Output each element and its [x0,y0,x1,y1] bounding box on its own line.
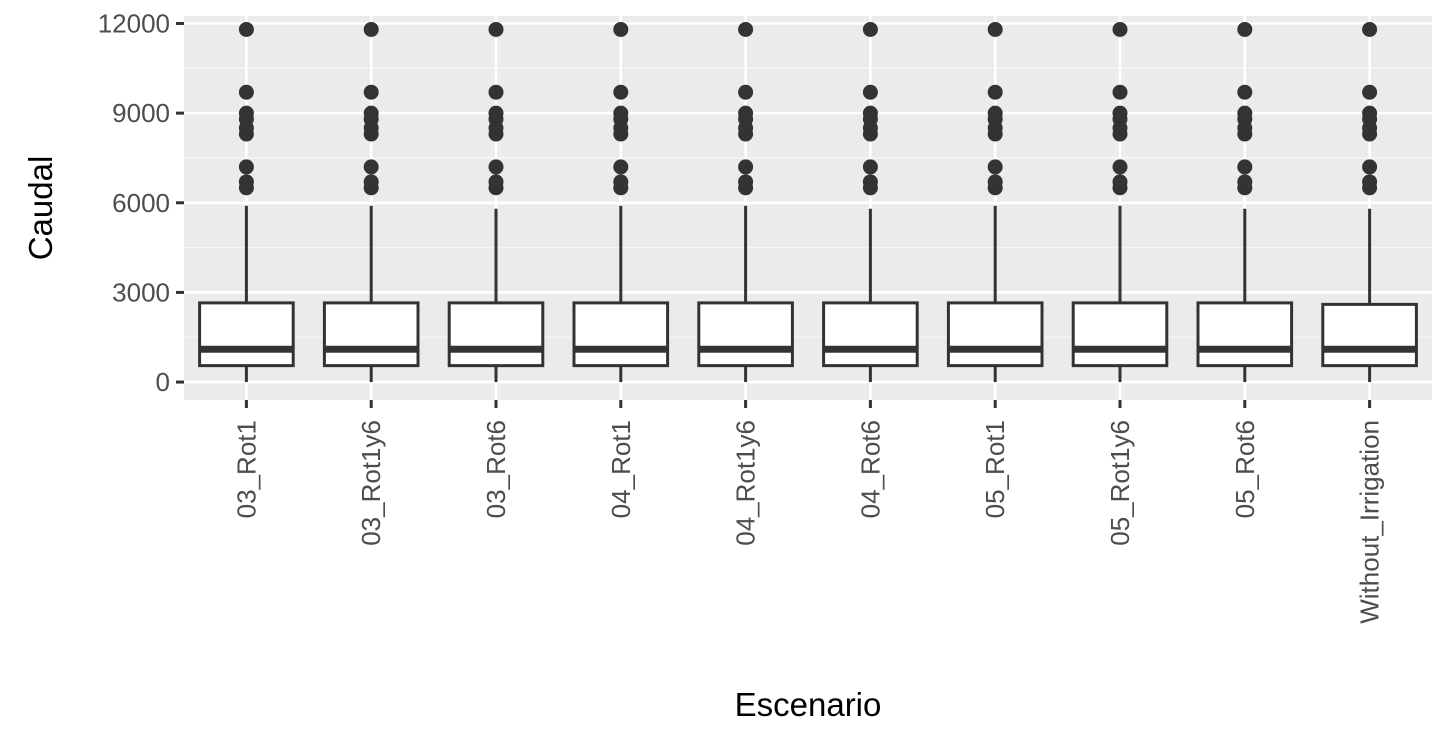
outlier-point [987,159,1003,175]
outlier-point [1362,21,1378,37]
outlier-point [738,174,754,190]
outlier-point [1237,84,1253,100]
box-04_Rot1y6 [697,21,794,383]
outlier-point [1362,105,1378,121]
box-iqr [447,301,545,368]
outlier-point [363,105,379,121]
y-tick-label: 6000 [112,188,170,218]
x-tick-label: 03_Rot1 [231,420,261,518]
x-tick-label: 03_Rot6 [481,420,511,518]
outlier-point [987,174,1003,190]
outlier-point [488,84,504,100]
outlier-point [363,84,379,100]
box-iqr [198,301,295,368]
x-tick-label: 05_Rot1 [980,420,1010,518]
outlier-point [1237,174,1253,190]
y-tick-label: 3000 [112,277,170,307]
outlier-point [1112,105,1128,121]
outlier-point [613,84,629,100]
outlier-point [1112,21,1128,37]
x-tick-label: 04_Rot1y6 [731,420,761,546]
outlier-point [488,174,504,190]
box-05_Rot1y6 [1071,21,1169,383]
x-tick-label: 05_Rot6 [1230,420,1260,518]
box-05_Rot1 [946,21,1044,383]
outlier-point [238,105,254,121]
outlier-point [363,159,379,175]
box-iqr [946,301,1044,368]
box-03_Rot6 [447,21,545,383]
outlier-point [1362,159,1378,175]
outlier-point [738,105,754,121]
outlier-point [1237,105,1253,121]
outlier-point [1112,84,1128,100]
x-axis-title: Escenario [735,686,882,723]
outlier-point [238,84,254,100]
outlier-point [488,159,504,175]
box-03_Rot1y6 [322,21,420,383]
x-tick-label: 05_Rot1y6 [1105,420,1135,546]
y-tick-label: 9000 [112,98,170,128]
box-03_Rot1 [198,21,295,383]
outlier-point [363,174,379,190]
box-iqr [697,301,794,368]
outlier-point [738,84,754,100]
x-tick-label: 04_Rot6 [855,420,885,518]
x-tick-label: 03_Rot1y6 [356,420,386,546]
outlier-point [738,159,754,175]
outlier-point [1112,159,1128,175]
boxes-layer [198,21,1418,383]
outlier-point [862,84,878,100]
outlier-point [613,159,629,175]
x-tick-label: 04_Rot1 [606,420,636,518]
y-tick-label: 12000 [98,8,170,38]
outlier-point [1237,21,1253,37]
outlier-point [613,21,629,37]
outlier-point [987,21,1003,37]
box-iqr [572,301,670,368]
box-iqr [822,301,919,368]
box-05_Rot6 [1196,21,1294,383]
outlier-point [238,159,254,175]
outlier-point [1237,159,1253,175]
outlier-point [987,84,1003,100]
outlier-point [238,174,254,190]
box-iqr [1071,301,1169,368]
outlier-point [363,21,379,37]
outlier-point [862,174,878,190]
outlier-point [613,174,629,190]
outlier-point [488,21,504,37]
outlier-point [488,105,504,121]
outlier-point [862,105,878,121]
outlier-point [1362,84,1378,100]
box-04_Rot6 [822,21,919,383]
box-iqr [322,301,420,368]
outlier-point [987,105,1003,121]
box-iqr [1321,302,1418,368]
outlier-point [862,159,878,175]
outlier-point [1362,174,1378,190]
y-tick-label: 0 [156,367,170,397]
outlier-point [238,21,254,37]
box-Without_Irrigation [1321,21,1418,383]
outlier-point [1112,174,1128,190]
outlier-point [613,105,629,121]
outlier-point [862,21,878,37]
y-axis: 0 3000 6000 9000 12000 [98,8,184,397]
box-iqr [1196,301,1294,368]
x-tick-label: Without_Irrigation [1355,420,1385,624]
outlier-point [738,21,754,37]
box-04_Rot1 [572,21,670,383]
y-axis-title: Caudal [22,156,59,261]
x-axis: 03_Rot1 03_Rot1y6 03_Rot6 04_Rot1 04_Rot1y6 0… [231,400,1385,624]
